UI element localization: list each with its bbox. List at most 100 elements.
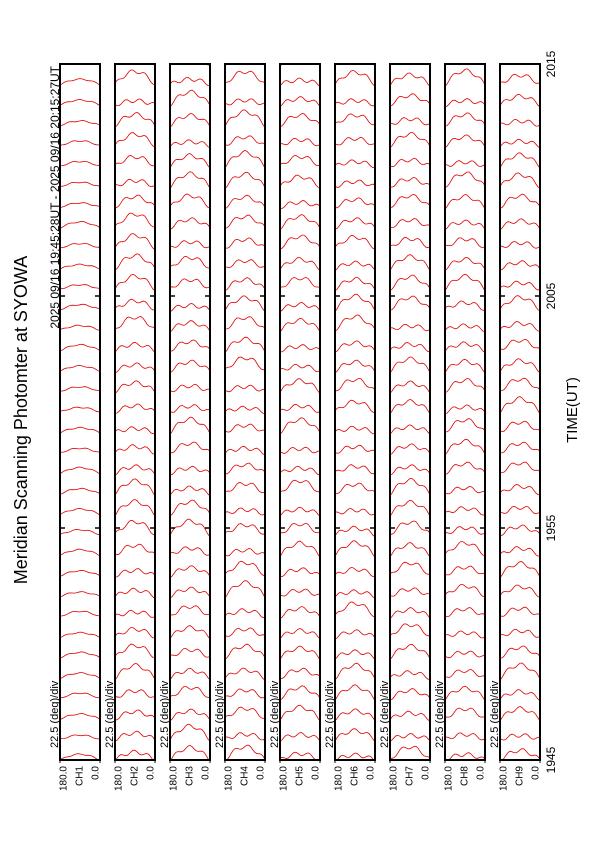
x-tick-label: 2005 — [544, 282, 558, 309]
trace — [335, 684, 375, 701]
trace — [170, 359, 210, 373]
traces — [225, 30, 265, 760]
trace — [115, 233, 155, 250]
trace — [225, 30, 265, 46]
trace — [335, 601, 375, 618]
trace — [280, 645, 320, 660]
trace — [500, 172, 540, 189]
trace — [500, 396, 540, 415]
trace — [60, 753, 100, 760]
trace — [335, 728, 375, 742]
trace — [170, 171, 210, 190]
traces — [445, 64, 485, 760]
traces — [390, 32, 430, 760]
channel-label: CH5 — [295, 766, 306, 786]
y-tick-label: 180.0 — [444, 766, 455, 791]
trace — [280, 567, 320, 578]
trace — [280, 465, 320, 476]
trace — [225, 316, 265, 330]
trace — [500, 138, 540, 149]
trace — [280, 667, 320, 679]
trace — [445, 707, 485, 718]
trace — [170, 499, 210, 516]
trace — [225, 580, 265, 599]
trace — [170, 240, 210, 249]
trace — [280, 540, 320, 558]
trace — [115, 426, 155, 435]
trace — [445, 418, 485, 433]
trace — [390, 32, 430, 44]
y-tick-label: 0.0 — [311, 766, 322, 780]
trace — [280, 378, 320, 394]
trace — [280, 363, 320, 372]
trace — [60, 120, 100, 127]
trace — [170, 686, 210, 698]
trace — [170, 303, 210, 312]
trace — [60, 386, 100, 392]
trace — [115, 478, 155, 497]
trace — [335, 540, 375, 558]
trace — [170, 744, 210, 760]
trace — [170, 339, 210, 352]
y-tick-label: 180.0 — [279, 766, 290, 791]
trace — [60, 99, 100, 106]
trace — [390, 607, 430, 619]
trace — [335, 567, 375, 578]
y-tick-label: 0.0 — [531, 766, 542, 780]
trace — [335, 444, 375, 454]
trace — [390, 53, 430, 62]
trace — [335, 136, 375, 146]
trace — [225, 70, 265, 84]
trace — [115, 499, 155, 517]
trace — [390, 670, 430, 680]
trace — [170, 384, 210, 393]
y-tick-label: 180.0 — [334, 766, 345, 791]
trace — [390, 380, 430, 394]
trace — [335, 69, 375, 87]
scale-label: 22.5 (deg)/div — [379, 680, 391, 748]
trace — [115, 362, 155, 374]
trace — [225, 482, 265, 493]
y-tick-label: 180.0 — [59, 766, 70, 791]
trace — [60, 181, 100, 187]
traces — [280, 31, 320, 760]
x-axis-label: TIME(UT) — [564, 377, 581, 443]
trace — [335, 399, 375, 413]
trace — [225, 423, 265, 433]
trace — [280, 403, 320, 413]
trace — [225, 744, 265, 760]
trace — [390, 176, 430, 188]
trace — [500, 505, 540, 515]
trace — [60, 426, 100, 434]
trace — [170, 441, 210, 454]
trace — [280, 200, 320, 209]
trace — [335, 508, 375, 516]
trace — [390, 131, 430, 148]
trace — [280, 96, 320, 108]
trace — [60, 343, 100, 352]
trace — [170, 320, 210, 333]
scale-label: 22.5 (deg)/div — [489, 680, 501, 748]
trace — [60, 161, 100, 167]
panel-frame — [114, 63, 156, 761]
trace — [500, 606, 540, 617]
trace — [445, 98, 485, 107]
trace — [445, 685, 485, 701]
trace — [225, 445, 265, 456]
x-tick-label: 1955 — [544, 514, 558, 541]
trace — [115, 273, 155, 292]
trace — [445, 341, 485, 353]
trace — [225, 688, 265, 699]
trace — [445, 583, 485, 598]
trace — [335, 482, 375, 494]
trace — [390, 356, 430, 374]
trace — [445, 565, 485, 576]
trace — [335, 359, 375, 374]
y-tick-label: 0.0 — [146, 766, 157, 780]
trace — [390, 236, 430, 249]
trace — [115, 212, 155, 228]
trace — [335, 179, 375, 188]
trace — [60, 406, 100, 413]
trace — [280, 31, 320, 45]
